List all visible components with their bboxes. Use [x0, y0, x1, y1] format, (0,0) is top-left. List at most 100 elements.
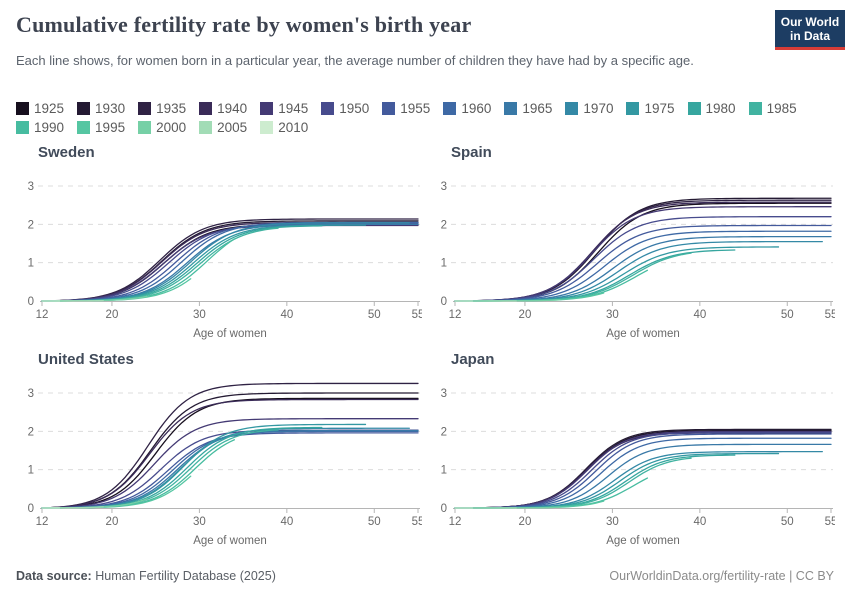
x-tick-label: 12 [36, 309, 49, 321]
legend-label: 1935 [156, 101, 187, 116]
legend-swatch-1965 [504, 102, 518, 115]
legend-row-1: 1925 1930 1935 1940 1945 1950 1955 1960 1965 1970… [16, 99, 844, 118]
legend-item-1990[interactable]: 1990 [16, 120, 64, 135]
series-line-1970[interactable] [41, 222, 410, 302]
legend-item-1930[interactable]: 1930 [77, 101, 125, 116]
series-line-1975[interactable] [454, 452, 780, 509]
y-tick-label: 1 [28, 465, 34, 477]
y-tick-label: 3 [28, 388, 34, 400]
y-tick-label: 0 [28, 296, 34, 308]
y-tick-label: 2 [441, 426, 447, 438]
legend-item-1950[interactable]: 1950 [321, 101, 369, 116]
legend-label: 1985 [766, 101, 797, 116]
x-tick-label: 30 [193, 516, 206, 528]
chart-panel-united-states: United States 0 1 2 3 12 20 30 40 50 55 Age of wome… [8, 351, 422, 557]
legend-label: 1940 [217, 101, 248, 116]
legend-item-1940[interactable]: 1940 [199, 101, 247, 116]
legend-swatch-1960 [443, 102, 457, 115]
x-tick-label: 30 [606, 309, 619, 321]
x-tick-label: 40 [693, 516, 706, 528]
legend-item-2000[interactable]: 2000 [138, 120, 186, 135]
series-line-1975[interactable] [41, 423, 367, 509]
series-line-1925[interactable] [454, 202, 832, 302]
legend-swatch-1985 [748, 102, 762, 115]
legend-item-2005[interactable]: 2005 [199, 120, 247, 135]
legend-item-1925[interactable]: 1925 [16, 101, 64, 116]
legend-swatch-2010 [260, 121, 274, 134]
legend-item-1985[interactable]: 1985 [748, 101, 797, 116]
x-tick-label: 20 [106, 516, 119, 528]
series-line-1970[interactable] [41, 427, 410, 509]
series-line-1945[interactable] [454, 206, 832, 302]
chart-title: United States [38, 351, 134, 368]
legend-item-1975[interactable]: 1975 [626, 101, 675, 116]
legend-label: 2000 [156, 120, 187, 135]
footer-datasource: Data source: Human Fertility Database (2… [16, 569, 276, 583]
chart-title: Sweden [38, 144, 95, 161]
series-line-1975[interactable] [454, 246, 780, 302]
legend-item-1960[interactable]: 1960 [443, 101, 491, 116]
legend-item-1980[interactable]: 1980 [687, 101, 736, 116]
series-line-1930[interactable] [41, 220, 419, 302]
legend-swatch-1990 [16, 121, 29, 134]
legend-item-1965[interactable]: 1965 [504, 101, 552, 116]
legend-label: 1995 [95, 120, 126, 135]
owid-logo[interactable]: Our World in Data [775, 10, 845, 51]
legend-item-1970[interactable]: 1970 [565, 101, 613, 116]
legend-label: 1945 [278, 101, 309, 116]
series-line-1950[interactable] [454, 216, 832, 302]
series-line-1955[interactable] [41, 222, 419, 302]
series-line-1940[interactable] [41, 398, 419, 509]
y-tick-label: 2 [441, 219, 447, 231]
chart-panel-sweden: Sweden 0 1 2 3 12 20 30 40 50 55 Age of women [8, 144, 422, 350]
x-tick-label: 50 [368, 516, 381, 528]
y-tick-label: 3 [441, 388, 447, 400]
series-line-1925[interactable] [41, 397, 419, 509]
chart-title: Spain [451, 144, 492, 161]
series-line-1970[interactable] [454, 451, 823, 509]
x-tick-label: 12 [36, 516, 49, 528]
x-tick-label: 50 [368, 309, 381, 321]
series-line-1955[interactable] [41, 432, 419, 509]
series-line-1935[interactable] [41, 382, 419, 509]
series-line-1945[interactable] [41, 418, 419, 509]
y-tick-label: 1 [28, 258, 34, 270]
legend-label: 1925 [34, 101, 65, 116]
legend-label: 1965 [522, 101, 553, 116]
legend-label: 1970 [583, 101, 614, 116]
x-tick-label: 40 [280, 516, 293, 528]
y-tick-label: 1 [441, 258, 447, 270]
legend-label: 1990 [34, 120, 65, 135]
x-tick-label: 55 [412, 309, 422, 321]
series-line-1935[interactable] [41, 218, 419, 302]
legend-label: 1980 [705, 101, 736, 116]
legend-label: 1950 [339, 101, 370, 116]
series-line-1930[interactable] [41, 392, 419, 509]
legend-item-2010[interactable]: 2010 [260, 120, 308, 135]
series-line-1990[interactable] [454, 269, 649, 302]
series-line-1930[interactable] [454, 428, 832, 509]
y-tick-label: 0 [28, 503, 34, 515]
series-line-1980[interactable] [41, 225, 323, 302]
legend-swatch-1980 [687, 102, 701, 115]
series-line-1985[interactable] [41, 227, 279, 302]
legend-item-1955[interactable]: 1955 [382, 101, 430, 116]
legend-swatch-2000 [138, 121, 152, 134]
x-axis-label: Age of women [193, 328, 267, 340]
footer-datasource-label: Data source: [16, 569, 92, 583]
legend-item-1945[interactable]: 1945 [260, 101, 308, 116]
footer-license-link[interactable]: OurWorldinData.org/fertility-rate | CC B… [609, 569, 834, 583]
legend-item-1935[interactable]: 1935 [138, 101, 186, 116]
legend-item-1995[interactable]: 1995 [77, 120, 125, 135]
chart-panel-japan: Japan 0 1 2 3 12 20 30 40 50 55 Age of women [421, 351, 835, 557]
owid-logo-text-line1: Our World [780, 15, 840, 29]
legend-label: 1955 [400, 101, 431, 116]
owid-logo-text-line2: in Data [789, 29, 830, 44]
legend-swatch-1935 [138, 102, 152, 115]
x-tick-label: 20 [106, 309, 119, 321]
